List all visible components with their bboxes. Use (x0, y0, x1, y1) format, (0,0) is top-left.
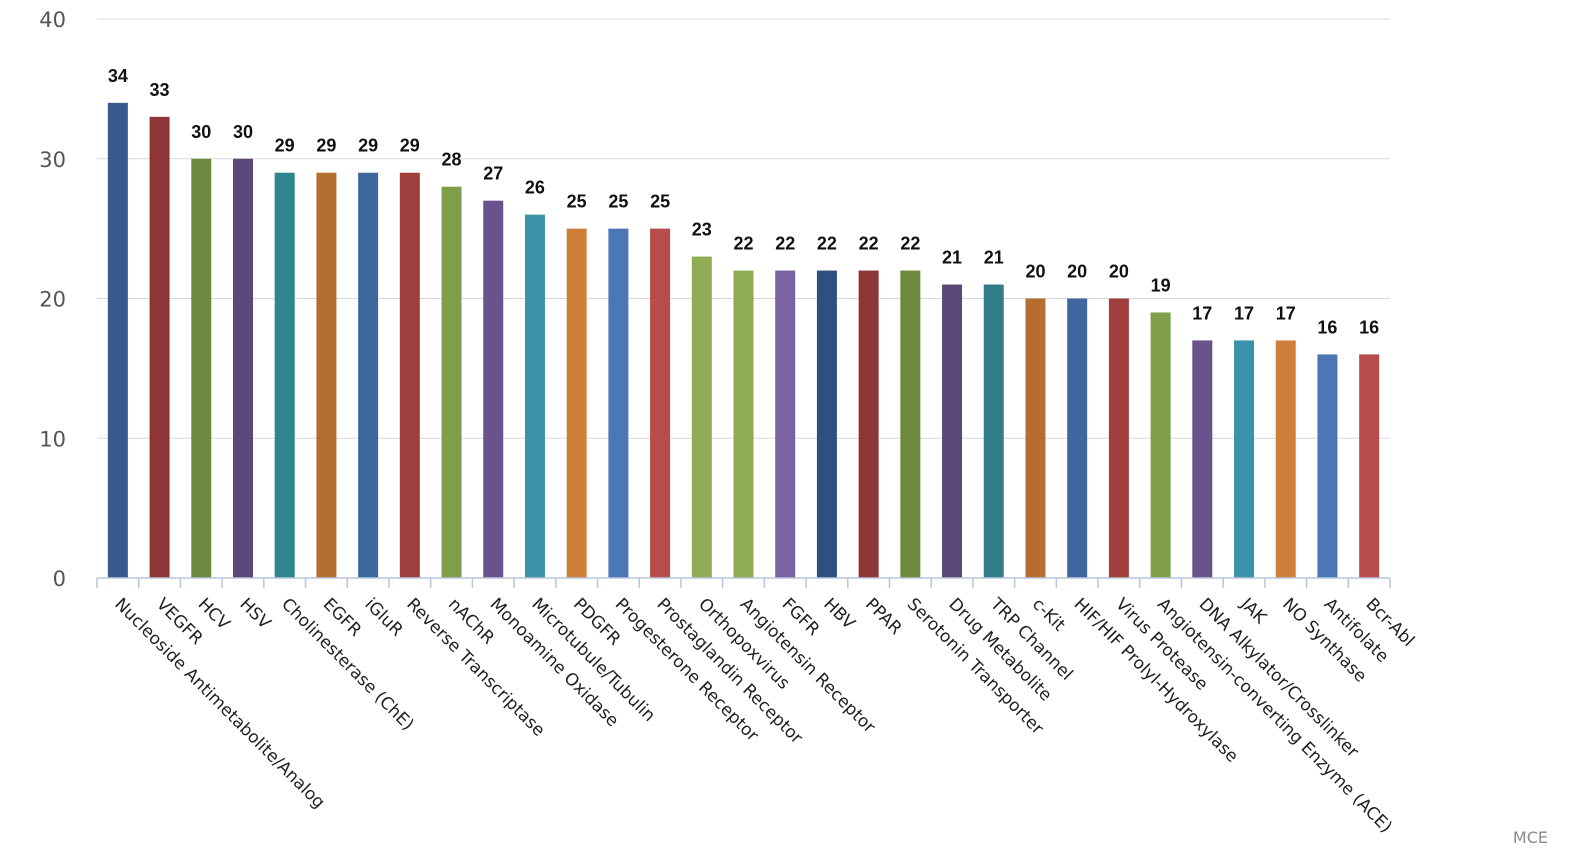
bar-3 (191, 158, 212, 578)
y-tick-label: 30 (39, 148, 66, 172)
data-label: 26 (525, 178, 545, 198)
x-tick-label: iGluR (361, 594, 407, 640)
x-tick-label: JAK (1236, 594, 1271, 629)
data-label: 20 (1067, 262, 1087, 282)
bar-14 (650, 228, 671, 578)
data-label: 16 (1359, 317, 1379, 337)
data-labels: 34 33 30 30 29 29 29 29 28 27 26 25 25 25 23 22 22 22 22 22… (108, 66, 1379, 338)
bar-19 (858, 270, 879, 578)
data-label: 33 (150, 80, 170, 100)
data-label: 22 (775, 234, 795, 254)
bar-21 (942, 284, 963, 578)
y-tick-label: 40 (39, 8, 66, 32)
x-tick-label: PPAR (861, 594, 906, 639)
data-label: 30 (191, 122, 211, 142)
data-label: 23 (692, 220, 712, 240)
x-tick-label: HBV (819, 594, 859, 634)
data-label: 21 (984, 248, 1004, 268)
bar-29 (1275, 340, 1296, 578)
bar-5 (274, 172, 295, 578)
data-label: 22 (859, 234, 879, 254)
bar-27 (1192, 340, 1213, 578)
bar-12 (566, 228, 587, 578)
data-label: 25 (650, 192, 670, 212)
bar-15 (691, 256, 712, 578)
x-axis-tick-labels: Nucleoside Antimetabolite/AnalogVEGFRHCV… (110, 594, 1418, 837)
bar-20 (900, 270, 921, 578)
data-label: 16 (1317, 317, 1337, 337)
bar-6 (316, 172, 337, 578)
data-label: 29 (316, 136, 336, 156)
bar-18 (816, 270, 837, 578)
data-label: 27 (483, 164, 503, 184)
data-label: 29 (275, 136, 295, 156)
y-tick-label: 10 (39, 427, 66, 451)
data-label: 17 (1234, 303, 1254, 323)
bar-31 (1359, 354, 1380, 578)
bar-16 (733, 270, 754, 578)
data-label: 25 (567, 192, 587, 212)
data-label: 20 (1109, 262, 1129, 282)
bar-4 (232, 158, 253, 578)
data-label: 21 (942, 248, 962, 268)
bar-7 (358, 172, 379, 578)
watermark-text: MCE (1513, 828, 1548, 847)
y-tick-label: 20 (39, 288, 66, 312)
data-label: 17 (1276, 303, 1296, 323)
bar-30 (1317, 354, 1338, 578)
bar-26 (1150, 312, 1171, 578)
y-axis-tick-labels: 0 10 20 30 40 (39, 8, 66, 591)
data-label: 30 (233, 122, 253, 142)
bar-1 (107, 102, 128, 578)
data-label: 29 (400, 136, 420, 156)
bar-13 (608, 228, 629, 578)
x-axis (96, 577, 1391, 588)
x-tick-label: HSV (235, 594, 274, 633)
y-tick-label: 0 (53, 567, 66, 591)
data-label: 28 (442, 150, 462, 170)
data-label: 17 (1192, 303, 1212, 323)
data-label: 22 (900, 234, 920, 254)
data-label: 34 (108, 66, 128, 86)
bar-28 (1234, 340, 1255, 578)
data-label: 22 (817, 234, 837, 254)
bar-22 (983, 284, 1004, 578)
bar-24 (1067, 298, 1088, 578)
bar-25 (1108, 298, 1129, 578)
data-label: 25 (608, 192, 628, 212)
bar-10 (483, 200, 504, 579)
bar-23 (1025, 298, 1046, 578)
bar-2 (149, 116, 170, 578)
data-label: 20 (1025, 262, 1045, 282)
bar-17 (775, 270, 796, 578)
bars (107, 102, 1380, 579)
bar-9 (441, 186, 462, 578)
bar-8 (399, 172, 420, 578)
bar-11 (524, 214, 545, 578)
data-label: 22 (733, 234, 753, 254)
data-label: 19 (1151, 275, 1171, 295)
data-label: 29 (358, 136, 378, 156)
